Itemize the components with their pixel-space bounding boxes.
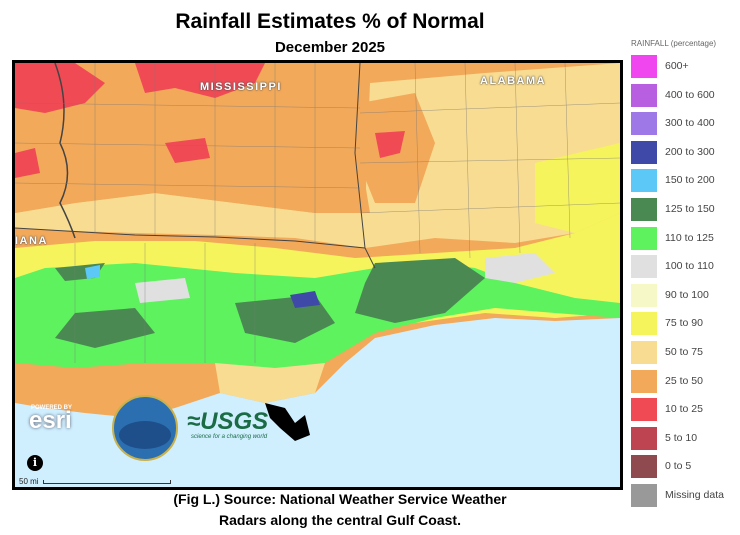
zone-125-150-c xyxy=(235,295,335,343)
delta-coastline xyxy=(265,403,310,441)
legend-item: 0 to 5 xyxy=(631,455,740,479)
zone-125-150-b xyxy=(355,258,485,323)
legend-item: Missing data xyxy=(631,484,740,507)
legend-item: 10 to 25 xyxy=(631,398,740,422)
legend-swatch xyxy=(631,83,657,107)
legend-swatch xyxy=(631,398,657,422)
legend-item: 400 to 600 xyxy=(631,83,740,107)
legend-label: 110 to 125 xyxy=(665,231,714,244)
usgs-logo: ≈USGS xyxy=(187,408,269,435)
legend-swatch xyxy=(631,312,657,336)
legend-swatch xyxy=(631,369,657,393)
legend-label: 75 to 90 xyxy=(665,317,703,330)
legend-item: 300 to 400 xyxy=(631,112,740,136)
legend-swatch xyxy=(631,198,657,221)
zone-10-25-north xyxy=(135,63,265,98)
zone-75-90-east xyxy=(535,143,620,233)
state-label-mississippi: MISSISSIPPI xyxy=(200,81,282,93)
legend-label: 600+ xyxy=(665,60,689,72)
usgs-tagline: science for a changing world xyxy=(191,434,268,440)
legend-label: 125 to 150 xyxy=(665,203,715,215)
legend-swatch xyxy=(631,55,657,78)
legend-item: 5 to 10 xyxy=(631,426,740,450)
esri-logo: esri xyxy=(29,407,72,434)
esri-powered-by: POWERED BY xyxy=(31,405,73,411)
legend-item: 600+ xyxy=(631,55,740,78)
zone-10-25-east xyxy=(375,131,405,158)
legend-label: 90 to 100 xyxy=(665,288,709,301)
zone-10-25-west xyxy=(15,148,40,178)
legend-label: Missing data xyxy=(665,489,724,501)
info-icon[interactable]: i xyxy=(27,455,43,471)
legend-label: 100 to 110 xyxy=(665,260,714,273)
county-lines xyxy=(15,63,620,363)
legend-item: 125 to 150 xyxy=(631,198,740,221)
legend-label: 0 to 5 xyxy=(665,460,692,473)
zone-50-75-south xyxy=(215,363,325,403)
legend-item: 110 to 125 xyxy=(631,226,740,250)
zone-10-25-center xyxy=(165,138,210,163)
legend-label: 400 to 600 xyxy=(665,88,715,101)
legend-swatch xyxy=(631,484,657,507)
map-graphic xyxy=(15,63,620,487)
legend-label: 50 to 75 xyxy=(665,346,703,358)
legend-swatch xyxy=(631,140,657,164)
legend-item: 90 to 100 xyxy=(631,283,740,307)
legend-swatch xyxy=(631,426,657,450)
legend-swatch xyxy=(631,112,657,136)
legend-label: 300 to 400 xyxy=(665,117,715,130)
state-label-alabama: ALABAMA xyxy=(480,75,547,87)
chart-title: Rainfall Estimates % of Normal xyxy=(175,10,485,33)
legend-swatch xyxy=(631,283,657,307)
legend-label: 25 to 50 xyxy=(665,374,703,387)
noaa-logo-wave xyxy=(119,421,171,449)
legend-title: RAINFALL (percentage) xyxy=(631,39,717,48)
zone-100-110-b xyxy=(135,278,190,303)
zone-25-50-north xyxy=(15,123,370,213)
legend-item: 75 to 90 xyxy=(631,312,740,336)
legend-label: 150 to 200 xyxy=(665,174,715,187)
legend-swatch xyxy=(631,255,657,279)
caption-line-2: Radars along the central Gulf Coast. xyxy=(219,512,461,528)
legend-swatch xyxy=(631,455,657,479)
legend-item: 150 to 200 xyxy=(631,169,740,193)
mississippi-river xyxy=(54,63,76,239)
chart-subtitle: December 2025 xyxy=(274,39,386,56)
legend-label: 5 to 10 xyxy=(665,431,698,444)
scale-label: 50 mi xyxy=(19,477,39,486)
legend-swatch xyxy=(631,169,657,193)
legend-item: 25 to 50 xyxy=(631,369,740,393)
scale-bar xyxy=(43,480,171,484)
rainfall-map[interactable]: MISSISSIPPI ALABAMA IANA POWERED BY esri… xyxy=(12,60,623,490)
zone-10-25-nw xyxy=(15,63,105,113)
legend-item: 200 to 300 xyxy=(631,140,740,164)
zone-200-300 xyxy=(290,291,320,308)
legend-swatch xyxy=(631,341,657,364)
zone-125-150-d xyxy=(55,308,155,348)
legend-item: 50 to 75 xyxy=(631,341,740,364)
legend-label: 200 to 300 xyxy=(665,145,715,158)
caption-line-1: (Fig L.) Source: National Weather Servic… xyxy=(173,491,507,507)
state-label-louisiana: IANA xyxy=(15,235,48,247)
zone-100-110-a xyxy=(485,253,555,283)
zone-150-200 xyxy=(85,265,100,279)
legend-label: 10 to 25 xyxy=(665,403,703,416)
legend-item: 100 to 110 xyxy=(631,255,740,279)
legend-swatch xyxy=(631,226,657,250)
